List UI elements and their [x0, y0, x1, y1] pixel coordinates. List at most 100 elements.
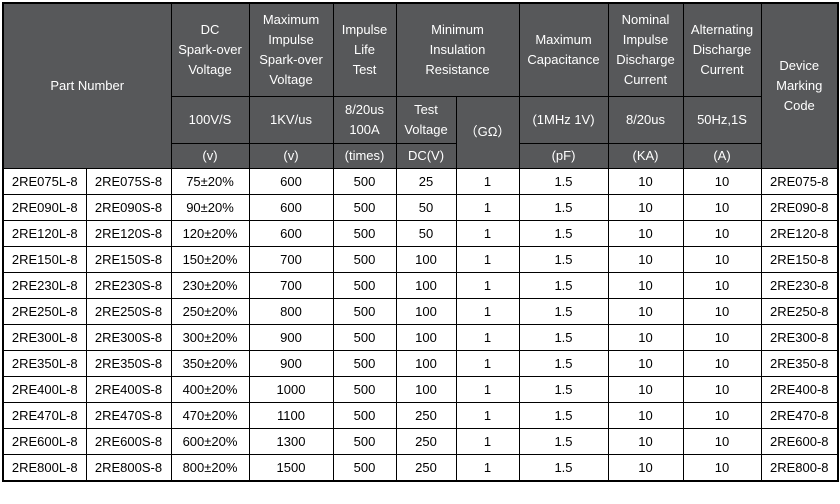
nominal-impulse-discharge-current-cell: 10	[607, 428, 684, 455]
impulse-life-test-cell: 500	[332, 298, 397, 325]
max-impulse-spark-over-voltage-cell: 900	[248, 350, 334, 377]
part-number-l-cell: 2RE800L-8	[2, 454, 87, 482]
alternating-discharge-current-cell: 10	[682, 350, 762, 377]
device-marking-code-cell: 2RE250-8	[760, 298, 839, 325]
nominal-impulse-discharge-current-cell: 10	[607, 454, 684, 482]
insulation-test-voltage-cell: 250	[395, 402, 457, 429]
device-marking-code-cell: 2RE230-8	[760, 272, 839, 299]
capacitance-cell: 1.5	[518, 298, 609, 325]
nominal-impulse-discharge-current-cell: 10	[607, 402, 684, 429]
table-row: 2RE350L-8 2RE350S-8 350±20% 900 500 100 1 1.5 10…	[2, 350, 839, 377]
part-number-l-cell: 2RE400L-8	[2, 376, 87, 403]
insulation-test-voltage-cell: 100	[395, 350, 457, 377]
table-row: 2RE150L-8 2RE150S-8 150±20% 700 500 100 1 1.5 10…	[2, 246, 839, 273]
part-number-l-cell: 2RE300L-8	[2, 324, 87, 351]
part-number-l-cell: 2RE150L-8	[2, 246, 87, 273]
alternating-discharge-current-cell: 10	[682, 168, 762, 195]
table-row: 2RE600L-8 2RE600S-8 600±20% 1300 500 250 1 1.5 1…	[2, 428, 839, 455]
impulse-life-unit: (times)	[332, 143, 397, 169]
min-insulation-resistance-header: Minimum Insulation Resistance	[395, 2, 520, 97]
part-number-s-cell: 2RE075S-8	[85, 168, 172, 195]
alternating-discharge-current-cell: 10	[682, 246, 762, 273]
impulse-life-test-cell: 500	[332, 402, 397, 429]
device-marking-code-cell: 2RE800-8	[760, 454, 839, 482]
device-marking-code-cell: 2RE075-8	[760, 168, 839, 195]
capacitance-cell: 1.5	[518, 246, 609, 273]
max-impulse-spark-over-voltage-cell: 600	[248, 168, 334, 195]
insulation-test-voltage-cell: 250	[395, 428, 457, 455]
impulse-life-test-cell: 500	[332, 194, 397, 221]
impulse-life-test-cell: 500	[332, 454, 397, 482]
device-marking-code-cell: 2RE600-8	[760, 428, 839, 455]
device-marking-code-cell: 2RE090-8	[760, 194, 839, 221]
dc-spark-over-voltage-cell: 230±20%	[170, 272, 250, 299]
capacitance-cell: 1.5	[518, 220, 609, 247]
nominal-impulse-discharge-current-cell: 10	[607, 376, 684, 403]
insulation-resistance-cell: 1	[455, 194, 520, 221]
insulation-test-voltage-cell: 50	[395, 194, 457, 221]
dc-spark-over-voltage-cell: 800±20%	[170, 454, 250, 482]
max-impulse-spark-over-voltage-header: Maximum Impulse Spark-over Voltage	[248, 2, 334, 97]
insulation-resistance-cell: 1	[455, 168, 520, 195]
dc-spark-over-condition: 100V/S	[170, 96, 250, 144]
insulation-resistance-cell: 1	[455, 402, 520, 429]
nominal-impulse-discharge-current-cell: 10	[607, 350, 684, 377]
part-number-s-cell: 2RE300S-8	[85, 324, 172, 351]
impulse-life-test-cell: 500	[332, 350, 397, 377]
alternating-discharge-current-cell: 10	[682, 324, 762, 351]
alternating-condition: 50Hz,1S	[682, 96, 762, 144]
part-number-l-cell: 2RE250L-8	[2, 298, 87, 325]
insulation-resistance-cell: 1	[455, 298, 520, 325]
alternating-discharge-current-cell: 10	[682, 428, 762, 455]
impulse-life-test-cell: 500	[332, 272, 397, 299]
capacitance-cell: 1.5	[518, 168, 609, 195]
impulse-life-test-cell: 500	[332, 428, 397, 455]
insulation-test-voltage-cell: 250	[395, 454, 457, 482]
part-number-s-cell: 2RE350S-8	[85, 350, 172, 377]
capacitance-cell: 1.5	[518, 324, 609, 351]
device-marking-code-cell: 2RE150-8	[760, 246, 839, 273]
insulation-resistance-cell: 1	[455, 272, 520, 299]
part-number-l-cell: 2RE230L-8	[2, 272, 87, 299]
part-number-l-cell: 2RE120L-8	[2, 220, 87, 247]
part-number-l-cell: 2RE075L-8	[2, 168, 87, 195]
device-marking-code-cell: 2RE300-8	[760, 324, 839, 351]
max-impulse-spark-over-voltage-cell: 1300	[248, 428, 334, 455]
capacitance-cell: 1.5	[518, 428, 609, 455]
max-impulse-spark-over-voltage-cell: 1100	[248, 402, 334, 429]
max-impulse-spark-over-voltage-cell: 1500	[248, 454, 334, 482]
insulation-test-voltage-cell: 100	[395, 272, 457, 299]
impulse-life-test-cell: 500	[332, 376, 397, 403]
insulation-resistance-cell: 1	[455, 246, 520, 273]
part-number-s-cell: 2RE250S-8	[85, 298, 172, 325]
max-impulse-spark-over-voltage-cell: 1000	[248, 376, 334, 403]
part-number-s-cell: 2RE090S-8	[85, 194, 172, 221]
max-capacitance-header: Maximum Capacitance	[518, 2, 609, 97]
insulation-resistance-cell: 1	[455, 428, 520, 455]
insulation-test-voltage-header: Test Voltage	[395, 96, 457, 144]
table-row: 2RE090L-8 2RE090S-8 90±20% 600 500 50 1 1.5 10 10…	[2, 194, 839, 221]
alternating-unit: (A)	[682, 143, 762, 169]
max-impulse-spark-over-voltage-cell: 800	[248, 298, 334, 325]
alternating-discharge-current-cell: 10	[682, 298, 762, 325]
part-number-s-cell: 2RE470S-8	[85, 402, 172, 429]
impulse-life-condition: 8/20us 100A	[332, 96, 397, 144]
part-number-s-cell: 2RE800S-8	[85, 454, 172, 482]
table-row: 2RE470L-8 2RE470S-8 470±20% 1100 500 250 1 1.5 1…	[2, 402, 839, 429]
max-impulse-spark-over-voltage-cell: 700	[248, 246, 334, 273]
impulse-life-test-header: Impulse Life Test	[332, 2, 397, 97]
table-row: 2RE120L-8 2RE120S-8 120±20% 600 500 50 1 1.5 10 1…	[2, 220, 839, 247]
header-row-units: (v) (v) (times) DC(V) (pF) (KA) (A)	[3, 143, 838, 169]
dc-spark-over-voltage-cell: 75±20%	[170, 168, 250, 195]
part-number-l-cell: 2RE600L-8	[2, 428, 87, 455]
alternating-discharge-current-cell: 10	[682, 220, 762, 247]
impulse-life-test-cell: 500	[332, 246, 397, 273]
table-row: 2RE230L-8 2RE230S-8 230±20% 700 500 100 1 1.5 10…	[2, 272, 839, 299]
header-row-conditions: 100V/S 1KV/us 8/20us 100A Test Voltage （…	[3, 96, 838, 169]
alternating-discharge-current-cell: 10	[682, 376, 762, 403]
device-marking-code-cell: 2RE400-8	[760, 376, 839, 403]
insulation-test-voltage-cell: 100	[395, 324, 457, 351]
insulation-test-voltage-cell: 25	[395, 168, 457, 195]
insulation-test-voltage-unit: DC(V)	[395, 143, 457, 169]
nominal-impulse-discharge-current-cell: 10	[607, 194, 684, 221]
